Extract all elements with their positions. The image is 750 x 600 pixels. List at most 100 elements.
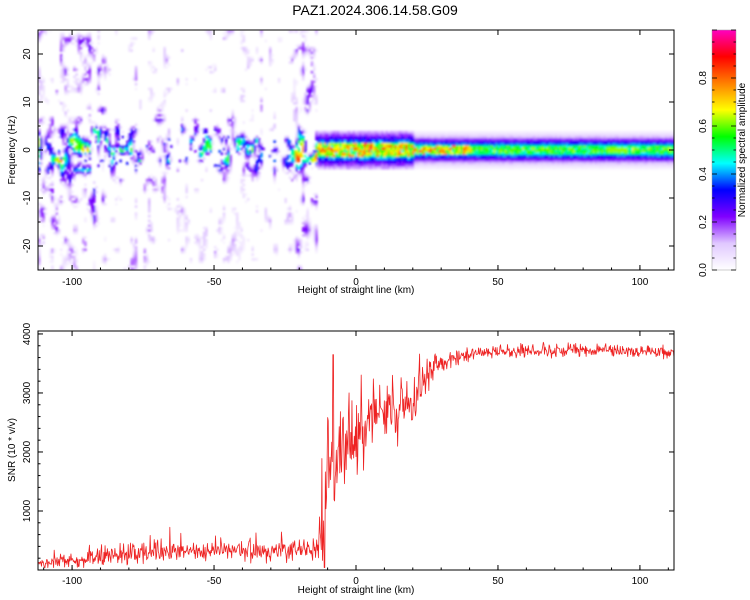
- heatmap-cell: [306, 231, 309, 235]
- heatmap-cell: [304, 37, 307, 40]
- heatmap-cell: [291, 30, 294, 33]
- heatmap-cell: [379, 138, 382, 141]
- heatmap-cell: [286, 212, 290, 216]
- heatmap-cell: [379, 157, 382, 160]
- heatmap-cell: [467, 150, 470, 153]
- heatmap-cell: [260, 133, 263, 136]
- heatmap-cell: [209, 147, 213, 151]
- heatmap-cell: [326, 164, 329, 168]
- heatmap-cell: [429, 164, 433, 168]
- heatmap-cell: [359, 138, 362, 141]
- heatmap-cell: [161, 140, 164, 144]
- heatmap-cell: [328, 133, 331, 136]
- heatmap-cell: [57, 229, 61, 232]
- heatmap-cell: [161, 118, 164, 122]
- heatmap-cell: [79, 121, 83, 124]
- heatmap-cell: [310, 202, 314, 206]
- heatmap-cell: [451, 135, 455, 139]
- heatmap-cell: [238, 226, 241, 230]
- heatmap-cell: [326, 135, 329, 139]
- heatmap-cell: [502, 164, 505, 168]
- heatmap-cell: [222, 145, 226, 148]
- heatmap-cell: [590, 135, 593, 139]
- heatmap-cell: [401, 140, 404, 144]
- heatmap-cell: [167, 130, 171, 134]
- heatmap-cell: [451, 164, 455, 168]
- heatmap-cell: [458, 147, 461, 151]
- heatmap-cell: [297, 243, 301, 247]
- heatmap-cell: [343, 135, 347, 139]
- heatmap-cell: [178, 217, 182, 220]
- heatmap-cell: [610, 133, 613, 136]
- heatmap-cell: [42, 205, 45, 208]
- heatmap-cell: [420, 147, 424, 151]
- heatmap-cell: [315, 207, 318, 211]
- heatmap-cell: [372, 130, 375, 134]
- heatmap-cell: [315, 246, 318, 249]
- heatmap-cell: [544, 140, 547, 144]
- heatmap-cell: [568, 135, 571, 139]
- heatmap-cell: [101, 255, 105, 259]
- heatmap-cell: [401, 142, 404, 146]
- heatmap-cell: [524, 166, 527, 170]
- heatmap-cell: [66, 78, 70, 81]
- heatmap-cell: [137, 152, 140, 156]
- heatmap-cell: [51, 121, 54, 124]
- heatmap-cell: [519, 162, 523, 165]
- heatmap-cell: [478, 135, 481, 139]
- heatmap-cell: [66, 140, 70, 144]
- heatmap-cell: [341, 142, 345, 146]
- heatmap-cell: [526, 157, 529, 160]
- heatmap-cell: [231, 111, 235, 115]
- heatmap-cell: [315, 102, 318, 105]
- heatmap-cell: [291, 61, 294, 64]
- heatmap-cell: [236, 222, 239, 225]
- heatmap-cell: [321, 162, 325, 165]
- heatmap-cell: [49, 78, 52, 81]
- heatmap-cell: [159, 183, 162, 187]
- heatmap-cell: [592, 140, 595, 144]
- heatmap-cell: [365, 159, 369, 163]
- heatmap-cell: [161, 178, 164, 182]
- heatmap-cell: [238, 97, 241, 100]
- heatmap-cell: [561, 164, 565, 168]
- heatmap-cell: [304, 224, 307, 228]
- heatmap-cell: [497, 154, 501, 158]
- heatmap-cell: [185, 236, 188, 240]
- heatmap-cell: [330, 145, 334, 148]
- heatmap-cell: [93, 226, 96, 230]
- heatmap-cell: [42, 140, 45, 144]
- heatmap-cell: [66, 262, 70, 266]
- heatmap-cell: [522, 166, 525, 170]
- heatmap-cell: [104, 66, 107, 69]
- heatmap-cell: [293, 248, 296, 252]
- heatmap-cell: [493, 157, 496, 160]
- heatmap-cell: [134, 212, 138, 216]
- heatmap-cell: [178, 159, 182, 163]
- heatmap-cell: [167, 135, 171, 139]
- heatmap-cell: [533, 157, 536, 160]
- heatmap-cell: [599, 140, 602, 144]
- heatmap-cell: [528, 145, 532, 148]
- heatmap-cell: [561, 150, 565, 153]
- heatmap-cell: [104, 150, 107, 153]
- heatmap-cell: [603, 135, 606, 139]
- heatmap-cell: [220, 90, 224, 93]
- heatmap-cell: [401, 166, 404, 170]
- heatmap-cell: [258, 56, 261, 60]
- heatmap-cell: [425, 130, 428, 134]
- heatmap-cell: [530, 154, 534, 158]
- heatmap-cell: [108, 140, 111, 144]
- heatmap-cell: [605, 145, 609, 148]
- heatmap-cell: [392, 152, 395, 156]
- heatmap-cell: [385, 152, 389, 156]
- heatmap-cell: [588, 147, 591, 151]
- heatmap-cell: [548, 162, 551, 165]
- heatmap-cell: [161, 150, 164, 153]
- heatmap-cell: [247, 162, 250, 165]
- heatmap-cell: [302, 188, 305, 192]
- heatmap-cell: [64, 92, 67, 96]
- heatmap-cell: [233, 130, 237, 134]
- heatmap-cell: [425, 166, 428, 170]
- heatmap-cell: [220, 171, 224, 175]
